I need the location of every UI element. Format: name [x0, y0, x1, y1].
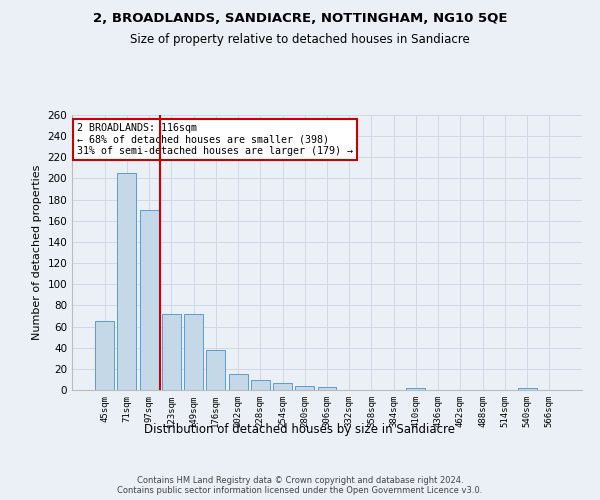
Bar: [229, 374, 248, 390]
Bar: [518, 388, 536, 390]
Text: Contains HM Land Registry data © Crown copyright and database right 2024.
Contai: Contains HM Land Registry data © Crown c…: [118, 476, 482, 495]
Text: 2, BROADLANDS, SANDIACRE, NOTTINGHAM, NG10 5QE: 2, BROADLANDS, SANDIACRE, NOTTINGHAM, NG…: [93, 12, 507, 26]
Bar: [140, 210, 158, 390]
Bar: [317, 387, 337, 390]
Bar: [162, 314, 181, 390]
Bar: [406, 388, 425, 390]
Bar: [273, 382, 292, 390]
Bar: [95, 322, 114, 390]
Text: 2 BROADLANDS: 116sqm
← 68% of detached houses are smaller (398)
31% of semi-deta: 2 BROADLANDS: 116sqm ← 68% of detached h…: [77, 123, 353, 156]
Bar: [184, 314, 203, 390]
Bar: [118, 173, 136, 390]
Bar: [206, 350, 225, 390]
Y-axis label: Number of detached properties: Number of detached properties: [32, 165, 42, 340]
Text: Distribution of detached houses by size in Sandiacre: Distribution of detached houses by size …: [145, 422, 455, 436]
Bar: [251, 380, 270, 390]
Text: Size of property relative to detached houses in Sandiacre: Size of property relative to detached ho…: [130, 32, 470, 46]
Bar: [295, 386, 314, 390]
